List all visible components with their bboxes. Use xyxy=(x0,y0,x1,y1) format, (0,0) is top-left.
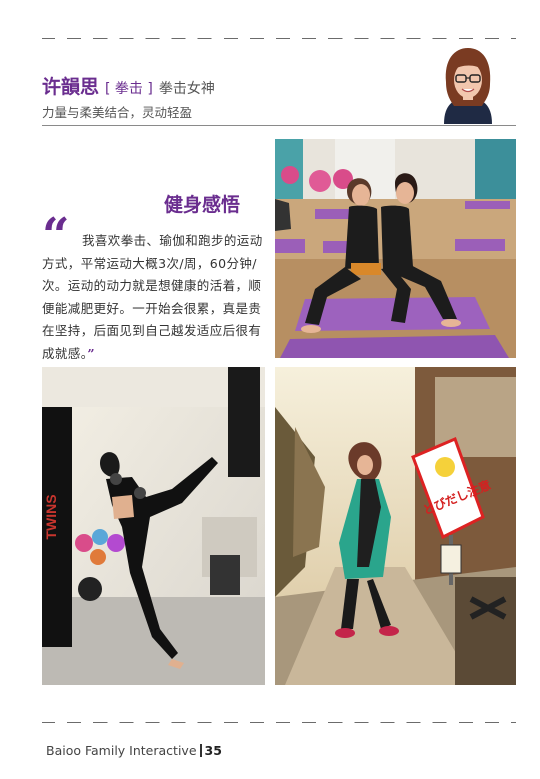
close-quote-mark: ” xyxy=(87,345,95,361)
quote-body: 我喜欢拳击、瑜伽和跑步的运动方式，平常运动大概3次/周，60分钟/次。运动的动力… xyxy=(42,233,263,361)
top-dashed-divider xyxy=(42,38,516,39)
footer-separator xyxy=(199,744,202,757)
person-name: 许韻思 xyxy=(42,76,100,98)
profile-header: 许韻思 [ 拳击 ] 拳击女神 力量与柔美结合，灵动轻盈 xyxy=(42,64,514,126)
page-number: 35 xyxy=(204,743,222,758)
tagline: 力量与柔美结合，灵动轻盈 xyxy=(42,105,193,120)
quote-paragraph: 我喜欢拳击、瑜伽和跑步的运动方式，平常运动大概3次/周，60分钟/次。运动的动力… xyxy=(42,230,268,365)
bag-brand-text: TWINS xyxy=(43,494,59,539)
sport-tag: [ 拳击 ] xyxy=(105,81,153,97)
person-title: 拳击女神 xyxy=(158,81,215,97)
section-title: 健身感悟 xyxy=(164,194,241,216)
page-footer: Baioo Family Interactive 35 xyxy=(46,743,222,758)
bottom-dashed-divider xyxy=(42,722,516,723)
avatar xyxy=(436,42,500,124)
header-underline xyxy=(42,125,516,126)
open-quote-mark: “ xyxy=(42,208,70,264)
publication-name: Baioo Family Interactive xyxy=(46,743,197,758)
name-line: 许韻思 [ 拳击 ] 拳击女神 xyxy=(42,72,215,99)
boxing-photo: TWINS xyxy=(42,367,265,685)
yoga-photo xyxy=(275,139,516,358)
street-photo: とびだし注意 xyxy=(275,367,516,685)
